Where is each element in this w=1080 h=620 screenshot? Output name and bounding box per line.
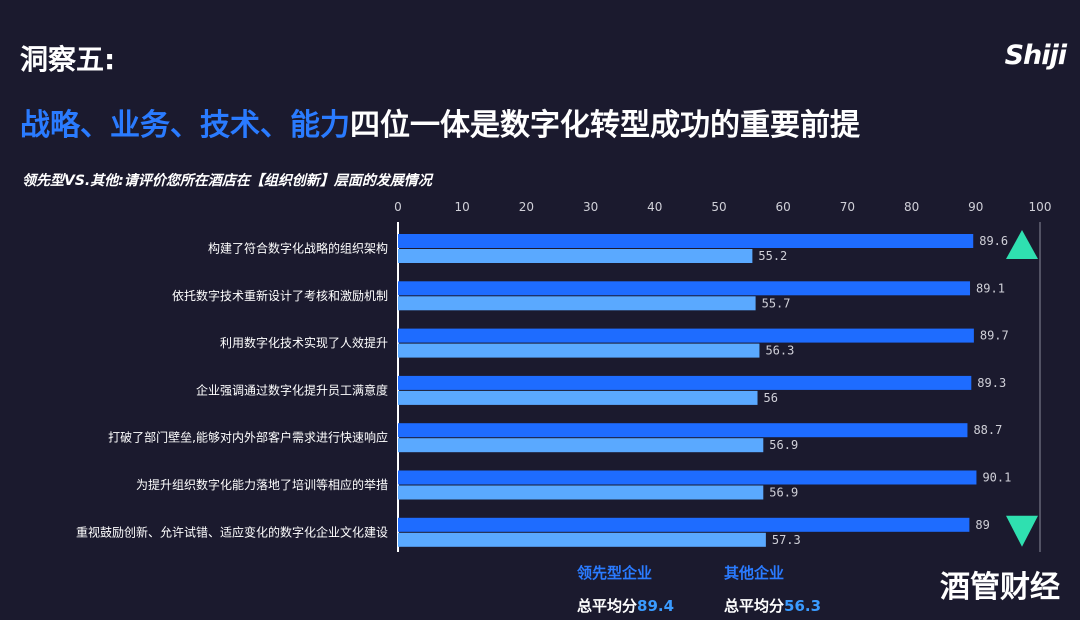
bar-other	[398, 390, 758, 405]
x-tick-label: 10	[455, 200, 470, 214]
x-tick-label: 0	[394, 200, 402, 214]
down-triangle-icon	[1006, 515, 1038, 547]
legend-leading-avg-value: 89.4	[637, 597, 675, 615]
data-label-leading: 90.1	[982, 471, 1011, 485]
category-label: 依托数字技术重新设计了考核和激励机制	[172, 288, 388, 303]
data-label-other: 56.3	[765, 344, 794, 358]
legend-leading-name: 领先型企业	[577, 564, 653, 582]
data-label-leading: 89.6	[979, 234, 1008, 248]
bar-other	[398, 485, 764, 500]
bar-leading	[398, 281, 971, 296]
bar-leading	[398, 375, 972, 390]
legend-other-average: 总平均分56.3	[724, 595, 821, 616]
legend-leading-average: 总平均分89.4	[577, 595, 674, 616]
bar-other	[398, 438, 764, 453]
legend-leading-avg-label: 总平均分	[577, 597, 638, 615]
bar-leading	[398, 423, 968, 438]
category-label: 企业强调通过数字化提升员工满意度	[196, 382, 388, 397]
category-label: 利用数字化技术实现了人效提升	[220, 335, 388, 350]
x-tick-label: 60	[776, 200, 791, 214]
data-label-leading: 88.7	[973, 423, 1002, 437]
category-label: 打破了部门壁垒,能够对内外部客户需求进行快速响应	[108, 430, 388, 445]
chart-question: 领先型VS.其他:请评价您所在酒店在【组织创新】层面的发展情况	[22, 173, 432, 189]
legend-other-avg-value: 56.3	[784, 597, 822, 615]
watermark: 酒管财经	[940, 570, 1060, 605]
bar-leading	[398, 328, 974, 343]
bar-other	[398, 249, 753, 263]
legend-other-avg-label: 总平均分	[724, 597, 785, 615]
legend-other-name: 其他企业	[724, 564, 785, 582]
bar-leading	[398, 470, 977, 485]
bar-other	[398, 343, 760, 358]
x-tick-label: 80	[904, 200, 919, 214]
page-title: 洞察五:	[20, 43, 116, 76]
data-label-other: 57.3	[772, 533, 801, 547]
bar-other	[398, 296, 756, 311]
legend-leading: 领先型企业 总平均分89.4	[577, 562, 674, 616]
data-label-other: 56.9	[769, 438, 798, 452]
data-label-leading: 89.1	[976, 281, 1005, 295]
x-tick-label: 20	[519, 200, 534, 214]
brand-logo: Shiji	[1004, 40, 1067, 71]
bar-leading	[398, 234, 974, 248]
data-label-other: 55.2	[758, 249, 787, 263]
x-tick-label: 50	[711, 200, 726, 214]
bar-other	[398, 532, 766, 547]
data-label-other: 56.9	[769, 486, 798, 500]
up-triangle-icon	[1006, 230, 1038, 259]
category-label: 为提升组织数字化能力落地了培训等相应的举措	[136, 477, 388, 492]
data-label-other: 56	[764, 391, 778, 405]
bar-leading	[398, 517, 970, 532]
data-label-leading: 89	[975, 518, 989, 532]
x-tick-label: 90	[968, 200, 983, 214]
legend-other: 其他企业 总平均分56.3	[724, 562, 821, 616]
page-subtitle: 战略、业务、技术、能力四位一体是数字化转型成功的重要前提	[20, 100, 860, 144]
x-tick-label: 70	[840, 200, 855, 214]
x-tick-label: 40	[647, 200, 662, 214]
x-tick-label: 30	[583, 200, 598, 214]
x-tick-label: 100	[1029, 200, 1052, 214]
category-label: 构建了符合数字化战略的组织架构	[208, 241, 388, 256]
subtitle-highlight: 战略、业务、技术、能力	[20, 108, 350, 143]
category-label: 重视鼓励创新、允许试错、适应变化的数字化企业文化建设	[76, 524, 388, 539]
data-label-other: 55.7	[762, 296, 791, 310]
data-label-leading: 89.7	[980, 329, 1009, 343]
data-label-leading: 89.3	[977, 376, 1006, 390]
subtitle-rest: 四位一体是数字化转型成功的重要前提	[350, 108, 860, 143]
